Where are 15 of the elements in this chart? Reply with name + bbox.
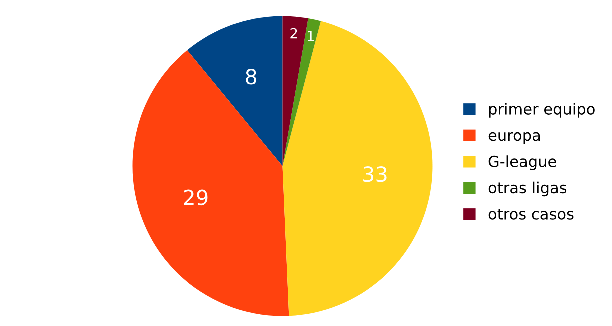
legend-label: otros casos xyxy=(488,208,574,220)
data-label: 29 xyxy=(184,190,208,206)
pie-slice xyxy=(132,50,290,316)
legend-label: europa xyxy=(488,132,540,144)
pie-slice xyxy=(282,21,433,316)
data-label: 8 xyxy=(246,69,257,85)
pie-slice xyxy=(187,16,283,166)
pie-slice xyxy=(282,16,308,166)
data-label: 33 xyxy=(364,166,387,182)
data-label: 1 xyxy=(308,31,314,42)
legend-label: otras ligas xyxy=(488,182,567,197)
legend-label: G-league xyxy=(488,156,556,170)
legend-label: primer equipo xyxy=(489,103,595,118)
data-label: 2 xyxy=(290,28,298,39)
pie-slice xyxy=(282,18,322,166)
